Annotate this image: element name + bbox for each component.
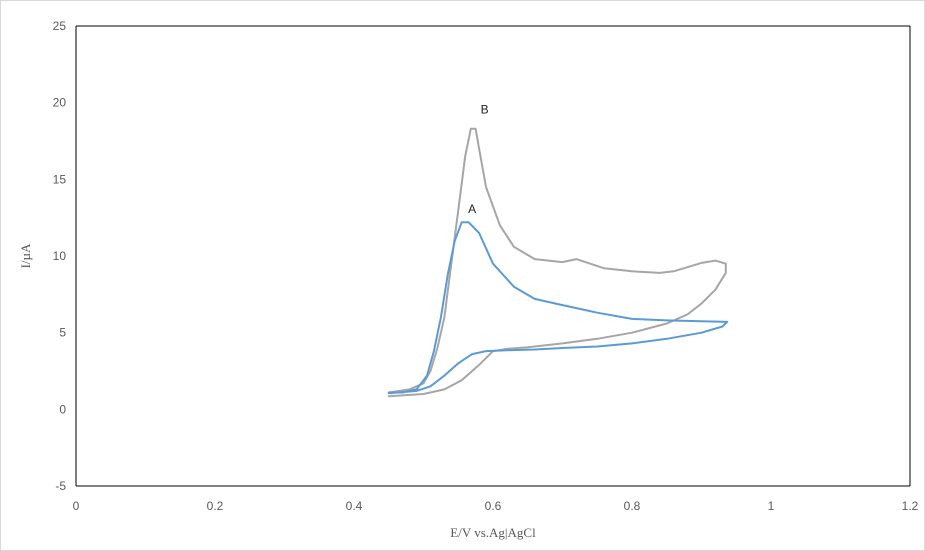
x-tick-label: 1.2 xyxy=(902,499,919,513)
plot-area xyxy=(75,25,911,487)
annotation-label-b: B xyxy=(481,102,489,116)
y-tick-label: 0 xyxy=(59,402,66,416)
x-axis-title: E/V vs.Ag|AgCl xyxy=(450,525,536,540)
x-tick-label: 0.2 xyxy=(207,499,224,513)
y-tick-label: 10 xyxy=(53,249,67,263)
y-tick-label: 5 xyxy=(59,326,66,340)
x-tick-label: 0 xyxy=(73,499,80,513)
y-axis-ticks: -5 0 5 10 15 20 25 xyxy=(53,19,67,493)
y-axis-title: I/µA xyxy=(18,243,33,268)
x-axis-ticks: 0 0.2 0.4 0.6 0.8 1 1.2 xyxy=(73,499,919,513)
annotation-layer: AB xyxy=(468,102,489,216)
y-tick-label: 20 xyxy=(53,96,67,110)
x-tick-label: 0.6 xyxy=(485,499,502,513)
annotation-label-a: A xyxy=(468,202,476,216)
x-tick-label: 0.8 xyxy=(624,499,641,513)
x-tick-label: 0.4 xyxy=(346,499,363,513)
series-line-1 xyxy=(387,127,727,398)
y-tick-label: -5 xyxy=(55,479,66,493)
series-line-2 xyxy=(387,221,729,395)
series-layer xyxy=(387,127,729,398)
x-tick-label: 1 xyxy=(768,499,775,513)
y-tick-label: 15 xyxy=(53,172,67,186)
y-tick-label: 25 xyxy=(53,19,67,33)
